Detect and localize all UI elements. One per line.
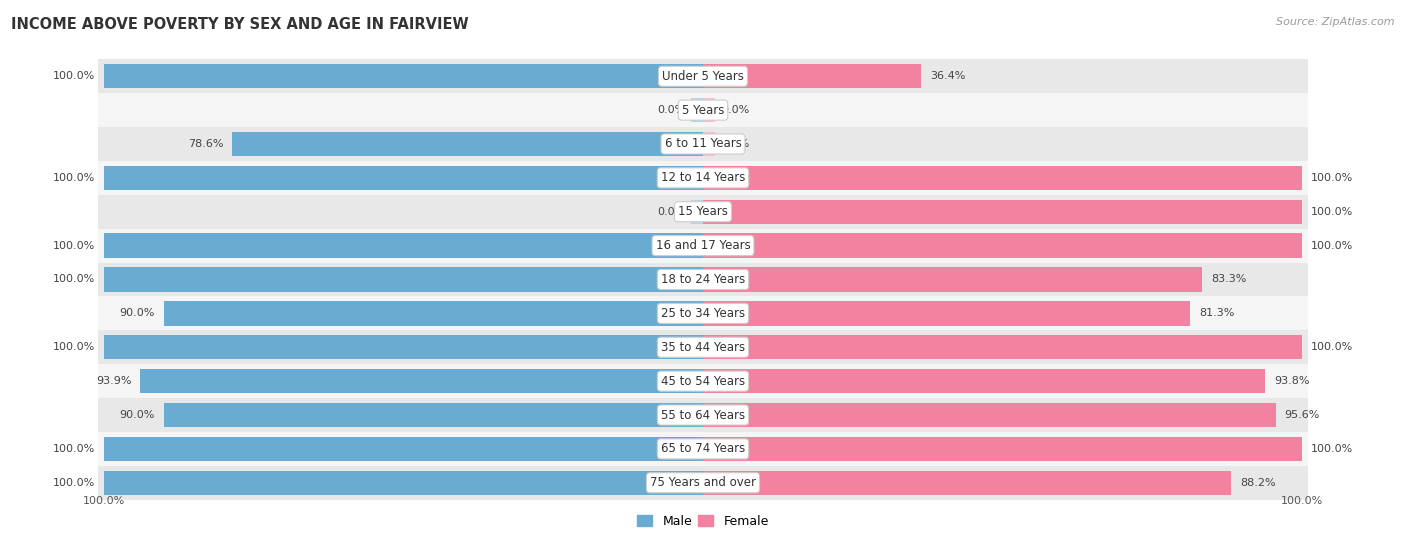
- Bar: [98, 229, 1308, 263]
- Bar: [98, 263, 1308, 296]
- Bar: [165, 403, 703, 427]
- Text: 65 to 74 Years: 65 to 74 Years: [661, 442, 745, 456]
- Bar: [703, 200, 1302, 224]
- Bar: [703, 132, 716, 156]
- Text: 88.2%: 88.2%: [1240, 478, 1277, 488]
- Bar: [690, 200, 703, 224]
- Text: 100.0%: 100.0%: [83, 496, 125, 506]
- Bar: [98, 127, 1308, 161]
- Bar: [98, 364, 1308, 398]
- Text: 35 to 44 Years: 35 to 44 Years: [661, 341, 745, 354]
- Bar: [703, 471, 1232, 495]
- Bar: [104, 267, 703, 292]
- Text: 100.0%: 100.0%: [52, 274, 96, 285]
- Text: 100.0%: 100.0%: [52, 71, 96, 81]
- Bar: [703, 369, 1265, 394]
- Text: 16 and 17 Years: 16 and 17 Years: [655, 239, 751, 252]
- Bar: [165, 301, 703, 325]
- Text: 93.8%: 93.8%: [1274, 376, 1309, 386]
- Bar: [232, 132, 703, 156]
- Text: 95.6%: 95.6%: [1285, 410, 1320, 420]
- Text: 12 to 14 Years: 12 to 14 Years: [661, 172, 745, 184]
- Text: 93.9%: 93.9%: [96, 376, 132, 386]
- Bar: [98, 93, 1308, 127]
- Text: Under 5 Years: Under 5 Years: [662, 70, 744, 83]
- Bar: [98, 432, 1308, 466]
- Text: 100.0%: 100.0%: [52, 478, 96, 488]
- Legend: Male, Female: Male, Female: [633, 510, 773, 533]
- Text: 83.3%: 83.3%: [1211, 274, 1246, 285]
- Bar: [98, 161, 1308, 195]
- Text: 0.0%: 0.0%: [721, 105, 749, 115]
- Text: 78.6%: 78.6%: [187, 139, 224, 149]
- Bar: [690, 98, 703, 122]
- Bar: [98, 296, 1308, 330]
- Text: 25 to 34 Years: 25 to 34 Years: [661, 307, 745, 320]
- Text: 15 Years: 15 Years: [678, 205, 728, 218]
- Text: 6 to 11 Years: 6 to 11 Years: [665, 138, 741, 150]
- Text: 55 to 64 Years: 55 to 64 Years: [661, 409, 745, 421]
- Bar: [703, 335, 1302, 359]
- Text: Source: ZipAtlas.com: Source: ZipAtlas.com: [1277, 17, 1395, 27]
- Text: 90.0%: 90.0%: [120, 410, 155, 420]
- Text: 100.0%: 100.0%: [1281, 496, 1323, 506]
- Text: 0.0%: 0.0%: [657, 207, 685, 217]
- Text: INCOME ABOVE POVERTY BY SEX AND AGE IN FAIRVIEW: INCOME ABOVE POVERTY BY SEX AND AGE IN F…: [11, 17, 468, 32]
- Text: 36.4%: 36.4%: [929, 71, 966, 81]
- Text: 45 to 54 Years: 45 to 54 Years: [661, 375, 745, 387]
- Text: 100.0%: 100.0%: [52, 173, 96, 183]
- Text: 18 to 24 Years: 18 to 24 Years: [661, 273, 745, 286]
- Bar: [104, 335, 703, 359]
- Text: 100.0%: 100.0%: [52, 342, 96, 352]
- Bar: [703, 301, 1189, 325]
- Bar: [703, 98, 716, 122]
- Bar: [703, 234, 1302, 258]
- Text: 0.0%: 0.0%: [657, 105, 685, 115]
- Bar: [98, 466, 1308, 500]
- Bar: [98, 59, 1308, 93]
- Text: 100.0%: 100.0%: [52, 444, 96, 454]
- Text: 100.0%: 100.0%: [1310, 240, 1354, 250]
- Bar: [98, 195, 1308, 229]
- Text: 90.0%: 90.0%: [120, 309, 155, 319]
- Text: 100.0%: 100.0%: [1310, 173, 1354, 183]
- Bar: [703, 437, 1302, 461]
- Bar: [104, 471, 703, 495]
- Bar: [703, 267, 1202, 292]
- Bar: [703, 165, 1302, 190]
- Text: 5 Years: 5 Years: [682, 103, 724, 117]
- Bar: [141, 369, 703, 394]
- Text: 75 Years and over: 75 Years and over: [650, 476, 756, 489]
- Text: 81.3%: 81.3%: [1199, 309, 1234, 319]
- Text: 100.0%: 100.0%: [1310, 207, 1354, 217]
- Text: 0.0%: 0.0%: [721, 139, 749, 149]
- Bar: [104, 437, 703, 461]
- Bar: [98, 330, 1308, 364]
- Text: 100.0%: 100.0%: [1310, 444, 1354, 454]
- Bar: [703, 403, 1275, 427]
- Bar: [98, 398, 1308, 432]
- Bar: [104, 234, 703, 258]
- Bar: [104, 165, 703, 190]
- Bar: [703, 64, 921, 88]
- Text: 100.0%: 100.0%: [1310, 342, 1354, 352]
- Bar: [104, 64, 703, 88]
- Text: 100.0%: 100.0%: [52, 240, 96, 250]
